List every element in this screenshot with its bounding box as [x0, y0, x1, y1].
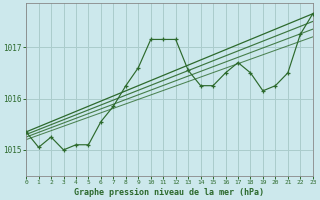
- X-axis label: Graphe pression niveau de la mer (hPa): Graphe pression niveau de la mer (hPa): [75, 188, 264, 197]
